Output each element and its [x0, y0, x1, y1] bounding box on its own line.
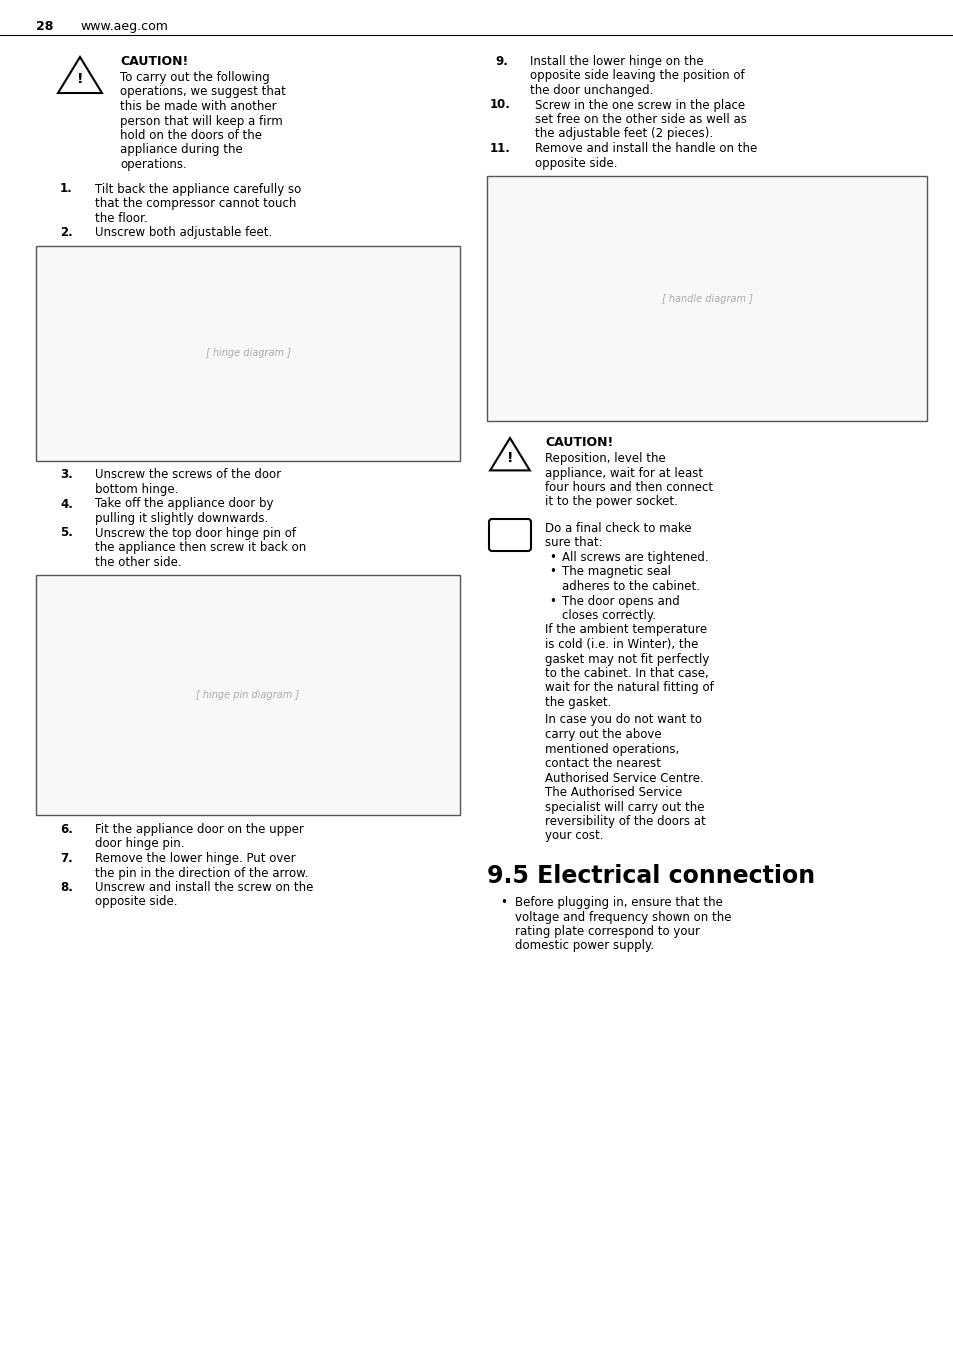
- Text: appliance, wait for at least: appliance, wait for at least: [544, 467, 702, 479]
- Text: is cold (i.e. in Winter), the: is cold (i.e. in Winter), the: [544, 638, 698, 651]
- Text: 1.: 1.: [60, 183, 72, 195]
- Text: To carry out the following: To carry out the following: [120, 70, 270, 84]
- Text: All screws are tightened.: All screws are tightened.: [561, 551, 708, 565]
- Text: 6.: 6.: [60, 823, 72, 835]
- Text: Install the lower hinge on the: Install the lower hinge on the: [530, 56, 703, 68]
- Text: CAUTION!: CAUTION!: [120, 56, 188, 68]
- Text: voltage and frequency shown on the: voltage and frequency shown on the: [515, 910, 731, 923]
- Text: Do a final check to make: Do a final check to make: [544, 523, 691, 535]
- Text: sure that:: sure that:: [544, 536, 602, 550]
- Text: 9.5 Electrical connection: 9.5 Electrical connection: [486, 864, 814, 888]
- Text: 2.: 2.: [60, 226, 72, 240]
- Text: carry out the above: carry out the above: [544, 728, 661, 741]
- Text: the other side.: the other side.: [95, 555, 181, 569]
- Text: person that will keep a firm: person that will keep a firm: [120, 115, 282, 127]
- Text: the door unchanged.: the door unchanged.: [530, 84, 653, 97]
- Text: opposite side.: opposite side.: [535, 157, 617, 169]
- Text: opposite side.: opposite side.: [95, 895, 177, 909]
- Text: door hinge pin.: door hinge pin.: [95, 838, 184, 850]
- Text: 28: 28: [36, 20, 53, 32]
- Text: In case you do not want to: In case you do not want to: [544, 714, 701, 727]
- Text: [ hinge pin diagram ]: [ hinge pin diagram ]: [196, 691, 299, 700]
- Text: Unscrew the top door hinge pin of: Unscrew the top door hinge pin of: [95, 527, 295, 539]
- Bar: [486, 176, 926, 421]
- Text: [ handle diagram ]: [ handle diagram ]: [660, 294, 752, 303]
- Text: that the compressor cannot touch: that the compressor cannot touch: [95, 196, 296, 210]
- Text: CAUTION!: CAUTION!: [544, 436, 613, 450]
- Text: 10.: 10.: [490, 99, 511, 111]
- Text: to the cabinet. In that case,: to the cabinet. In that case,: [544, 668, 708, 680]
- Text: www.aeg.com: www.aeg.com: [80, 20, 168, 32]
- Text: the gasket.: the gasket.: [544, 696, 611, 709]
- Bar: [36, 245, 459, 460]
- Text: Screw in the one screw in the place: Screw in the one screw in the place: [535, 99, 744, 111]
- Bar: [36, 575, 459, 815]
- Text: Reposition, level the: Reposition, level the: [544, 452, 665, 464]
- Text: operations, we suggest that: operations, we suggest that: [120, 85, 286, 99]
- Text: Remove and install the handle on the: Remove and install the handle on the: [535, 142, 757, 154]
- Text: Remove the lower hinge. Put over: Remove the lower hinge. Put over: [95, 852, 295, 865]
- Text: gasket may not fit perfectly: gasket may not fit perfectly: [544, 653, 709, 666]
- Text: the floor.: the floor.: [95, 211, 148, 225]
- Text: •: •: [548, 594, 556, 608]
- Text: mentioned operations,: mentioned operations,: [544, 742, 679, 756]
- Text: The door opens and: The door opens and: [561, 594, 679, 608]
- Text: !: !: [506, 451, 513, 464]
- Text: the appliance then screw it back on: the appliance then screw it back on: [95, 542, 306, 554]
- Text: specialist will carry out the: specialist will carry out the: [544, 800, 703, 814]
- Text: domestic power supply.: domestic power supply.: [515, 940, 654, 952]
- Text: 3.: 3.: [60, 468, 72, 482]
- Text: 7.: 7.: [60, 852, 72, 865]
- Text: The Authorised Service: The Authorised Service: [544, 787, 681, 799]
- Text: •: •: [499, 896, 506, 909]
- Text: If the ambient temperature: If the ambient temperature: [544, 623, 706, 636]
- FancyBboxPatch shape: [489, 519, 531, 551]
- Text: it to the power socket.: it to the power socket.: [544, 496, 678, 509]
- Text: operations.: operations.: [120, 158, 187, 171]
- Text: opposite side leaving the position of: opposite side leaving the position of: [530, 69, 744, 83]
- Text: 5.: 5.: [60, 527, 72, 539]
- Text: !: !: [76, 72, 83, 87]
- Text: set free on the other side as well as: set free on the other side as well as: [535, 112, 746, 126]
- Text: Unscrew and install the screw on the: Unscrew and install the screw on the: [95, 881, 313, 894]
- Text: Take off the appliance door by: Take off the appliance door by: [95, 497, 274, 510]
- Text: Fit the appliance door on the upper: Fit the appliance door on the upper: [95, 823, 304, 835]
- Text: the pin in the direction of the arrow.: the pin in the direction of the arrow.: [95, 867, 308, 880]
- Text: your cost.: your cost.: [544, 830, 603, 842]
- Text: hold on the doors of the: hold on the doors of the: [120, 129, 262, 142]
- Text: The magnetic seal: The magnetic seal: [561, 566, 670, 578]
- Text: closes correctly.: closes correctly.: [561, 609, 656, 621]
- Text: •: •: [548, 566, 556, 578]
- Text: i: i: [507, 528, 512, 542]
- Text: Tilt back the appliance carefully so: Tilt back the appliance carefully so: [95, 183, 301, 195]
- Text: reversibility of the doors at: reversibility of the doors at: [544, 815, 705, 829]
- Text: Unscrew both adjustable feet.: Unscrew both adjustable feet.: [95, 226, 272, 240]
- Text: this be made with another: this be made with another: [120, 100, 276, 112]
- Text: 8.: 8.: [60, 881, 72, 894]
- Text: adheres to the cabinet.: adheres to the cabinet.: [561, 580, 700, 593]
- Text: Authorised Service Centre.: Authorised Service Centre.: [544, 772, 703, 784]
- Text: 4.: 4.: [60, 497, 72, 510]
- Text: wait for the natural fitting of: wait for the natural fitting of: [544, 681, 713, 695]
- Text: contact the nearest: contact the nearest: [544, 757, 660, 770]
- Text: [ hinge diagram ]: [ hinge diagram ]: [205, 348, 290, 357]
- Text: rating plate correspond to your: rating plate correspond to your: [515, 925, 700, 938]
- Text: bottom hinge.: bottom hinge.: [95, 483, 178, 496]
- Text: the adjustable feet (2 pieces).: the adjustable feet (2 pieces).: [535, 127, 713, 141]
- Text: four hours and then connect: four hours and then connect: [544, 481, 713, 494]
- Text: pulling it slightly downwards.: pulling it slightly downwards.: [95, 512, 268, 525]
- Text: •: •: [548, 551, 556, 565]
- Text: 9.: 9.: [495, 56, 507, 68]
- Text: Before plugging in, ensure that the: Before plugging in, ensure that the: [515, 896, 722, 909]
- Text: 11.: 11.: [490, 142, 511, 154]
- Text: appliance during the: appliance during the: [120, 144, 242, 157]
- Text: Unscrew the screws of the door: Unscrew the screws of the door: [95, 468, 281, 482]
